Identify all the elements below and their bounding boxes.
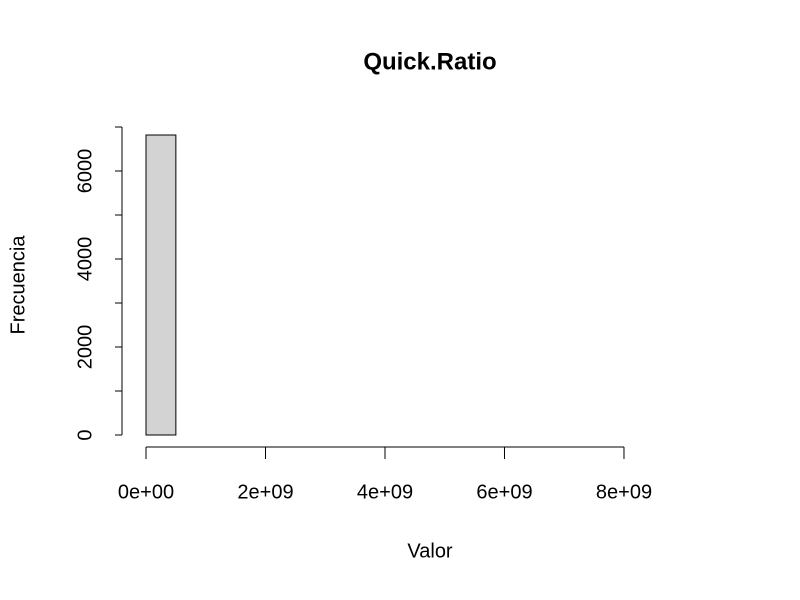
bar <box>145 134 177 436</box>
x-axis-label: Valor <box>407 540 453 562</box>
x-tick-label: 4e+09 <box>357 481 413 503</box>
x-tick-label: 6e+09 <box>476 481 532 503</box>
y-tick-label: 4000 <box>74 237 96 282</box>
x-tick-label: 8e+09 <box>596 481 652 503</box>
y-tick-label: 2000 <box>74 325 96 370</box>
y-tick-label: 6000 <box>74 149 96 194</box>
chart-title: Quick.Ratio <box>363 48 496 75</box>
y-tick-label: 0 <box>74 429 96 440</box>
y-axis-label: Frecuencia <box>7 235 29 335</box>
x-tick-label: 0e+00 <box>118 481 174 503</box>
x-tick-label: 2e+09 <box>237 481 293 503</box>
